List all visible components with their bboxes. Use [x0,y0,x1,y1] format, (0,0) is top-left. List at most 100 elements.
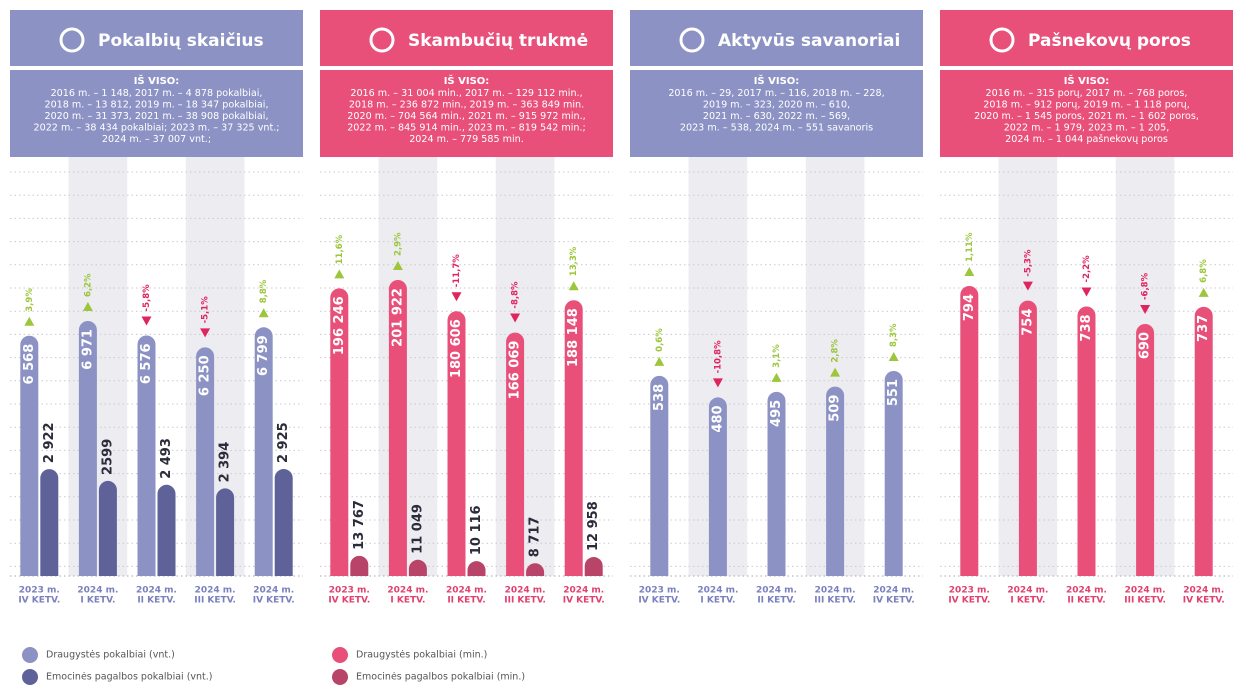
x-tick-label: I KETV. [700,596,735,606]
summary-line: 2024 m. – 779 585 min. [409,134,524,145]
change-arrow [964,267,975,276]
change-arrow [1081,287,1092,297]
x-tick-label: 2023 m. [19,586,60,596]
x-tick-label: 2024 m. [756,586,797,596]
change-arrow [451,292,462,302]
x-tick-label: I KETV. [1010,596,1045,606]
bar [216,488,235,576]
summary-box [320,70,613,157]
bar-value-label: 754 [1020,309,1035,336]
bar-value-label: 188 148 [566,308,581,367]
change-arrow [1198,287,1209,297]
bar [408,559,427,576]
summary-box [10,70,303,157]
summary-line: 2020 m. – 1 545 poros, 2021 m. – 1 602 p… [974,111,1199,122]
bar [137,335,156,576]
x-tick-label: 2024 m. [387,586,428,596]
x-tick-label: IV KETV. [563,596,605,606]
legend-swatch [332,647,348,663]
bar-value-label: 551 [886,379,901,406]
summary-box [630,70,923,157]
change-label: 1,11% [965,232,975,262]
summary-line: 2019 m. – 323, 2020 m. – 610, [703,100,850,111]
x-tick-label: 2024 m. [1125,586,1166,596]
change-arrow [200,328,211,338]
bar-value-label: 737 [1196,315,1211,342]
bar [157,484,176,576]
change-label: -5,1% [201,296,211,324]
summary-line: 2016 m. – 1 148, 2017 m. – 4 878 pokalbi… [51,88,263,99]
change-arrow [888,352,899,361]
change-arrow [334,269,345,279]
bar [40,469,59,576]
legend-label: Emocinės pagalbos pokalbiai (vnt.) [46,672,213,683]
bar [330,288,349,576]
header-icon [679,27,705,53]
change-arrow [510,313,521,323]
header-icon [989,27,1015,53]
change-arrow [830,367,841,377]
change-label: 2,8% [831,339,841,363]
change-label: -6,8% [1141,272,1151,300]
summary-line: 2018 m. – 912 porų, 2019 m. – 1 118 porų… [983,100,1190,111]
header-box [940,10,1233,66]
column-shade [495,157,555,576]
summary-line: 2021 m. – 630, 2022 m. – 569, [703,111,850,122]
x-tick-label: I KETV. [80,596,115,606]
legend-swatch [22,647,38,663]
change-label: 8,8% [259,279,269,303]
bar-value-label: 538 [652,384,667,411]
bar-value-label: 10 116 [469,505,484,555]
x-tick-label: 2024 m. [505,586,546,596]
bar-value-label: 6 576 [139,343,154,384]
x-tick-label: 2023 m. [639,586,680,596]
change-label: 8,3% [889,323,899,347]
x-tick-label: IV KETV. [328,596,370,606]
change-arrow [712,378,723,388]
bar [350,555,369,576]
x-tick-label: II KETV. [1067,596,1105,606]
bar [20,335,39,576]
change-arrow [141,316,152,326]
x-tick-label: III KETV. [1124,596,1166,606]
bar-value-label: 166 069 [508,341,523,400]
bar-value-label: 690 [1138,332,1153,359]
bar [467,561,486,576]
x-tick-label: II KETV. [757,596,795,606]
bar [584,557,603,576]
bar-value-label: 738 [1079,314,1094,341]
x-tick-label: II KETV. [137,596,175,606]
summary-line: 2018 m. – 236 872 min., 2019 m. – 363 84… [349,100,584,111]
summary-title: IŠ VISO: [444,74,490,87]
summary-line: 2022 m. – 38 434 pokalbiai; 2023 m. – 37… [33,123,279,134]
change-arrow [771,372,782,382]
header-box [320,10,613,66]
bar-value-label: 13 767 [352,500,367,550]
header-box [630,10,923,66]
bar-value-label: 12 958 [586,501,601,551]
bar [767,391,786,576]
summary-line: 2018 m. – 13 812, 2019 m. – 18 347 pokal… [44,100,268,111]
change-label: -8,8% [511,281,521,309]
change-label: 11,6% [335,234,345,264]
summary-line: 2016 m. – 29, 2017 m. – 116, 2018 m. – 2… [668,88,884,99]
x-tick-label: 2024 m. [1183,586,1224,596]
x-tick-label: 2024 m. [136,586,177,596]
legend-swatch [22,669,38,685]
bar-value-label: 6 971 [80,329,95,370]
x-tick-label: IV KETV. [253,596,295,606]
x-tick-label: III KETV. [814,596,856,606]
x-tick-label: I KETV. [390,596,425,606]
x-tick-label: III KETV. [504,596,546,606]
x-tick-label: 2024 m. [195,586,236,596]
change-label: -11,7% [452,254,462,287]
bar-value-label: 6 568 [22,344,37,385]
change-label: 0,6% [655,328,665,352]
bar [388,280,407,576]
change-label: -5,3% [1023,249,1033,277]
x-tick-label: II KETV. [447,596,485,606]
bar-value-label: 2 922 [42,422,57,463]
header-title: Pašnekovų poros [1028,31,1191,51]
bar [564,300,583,576]
